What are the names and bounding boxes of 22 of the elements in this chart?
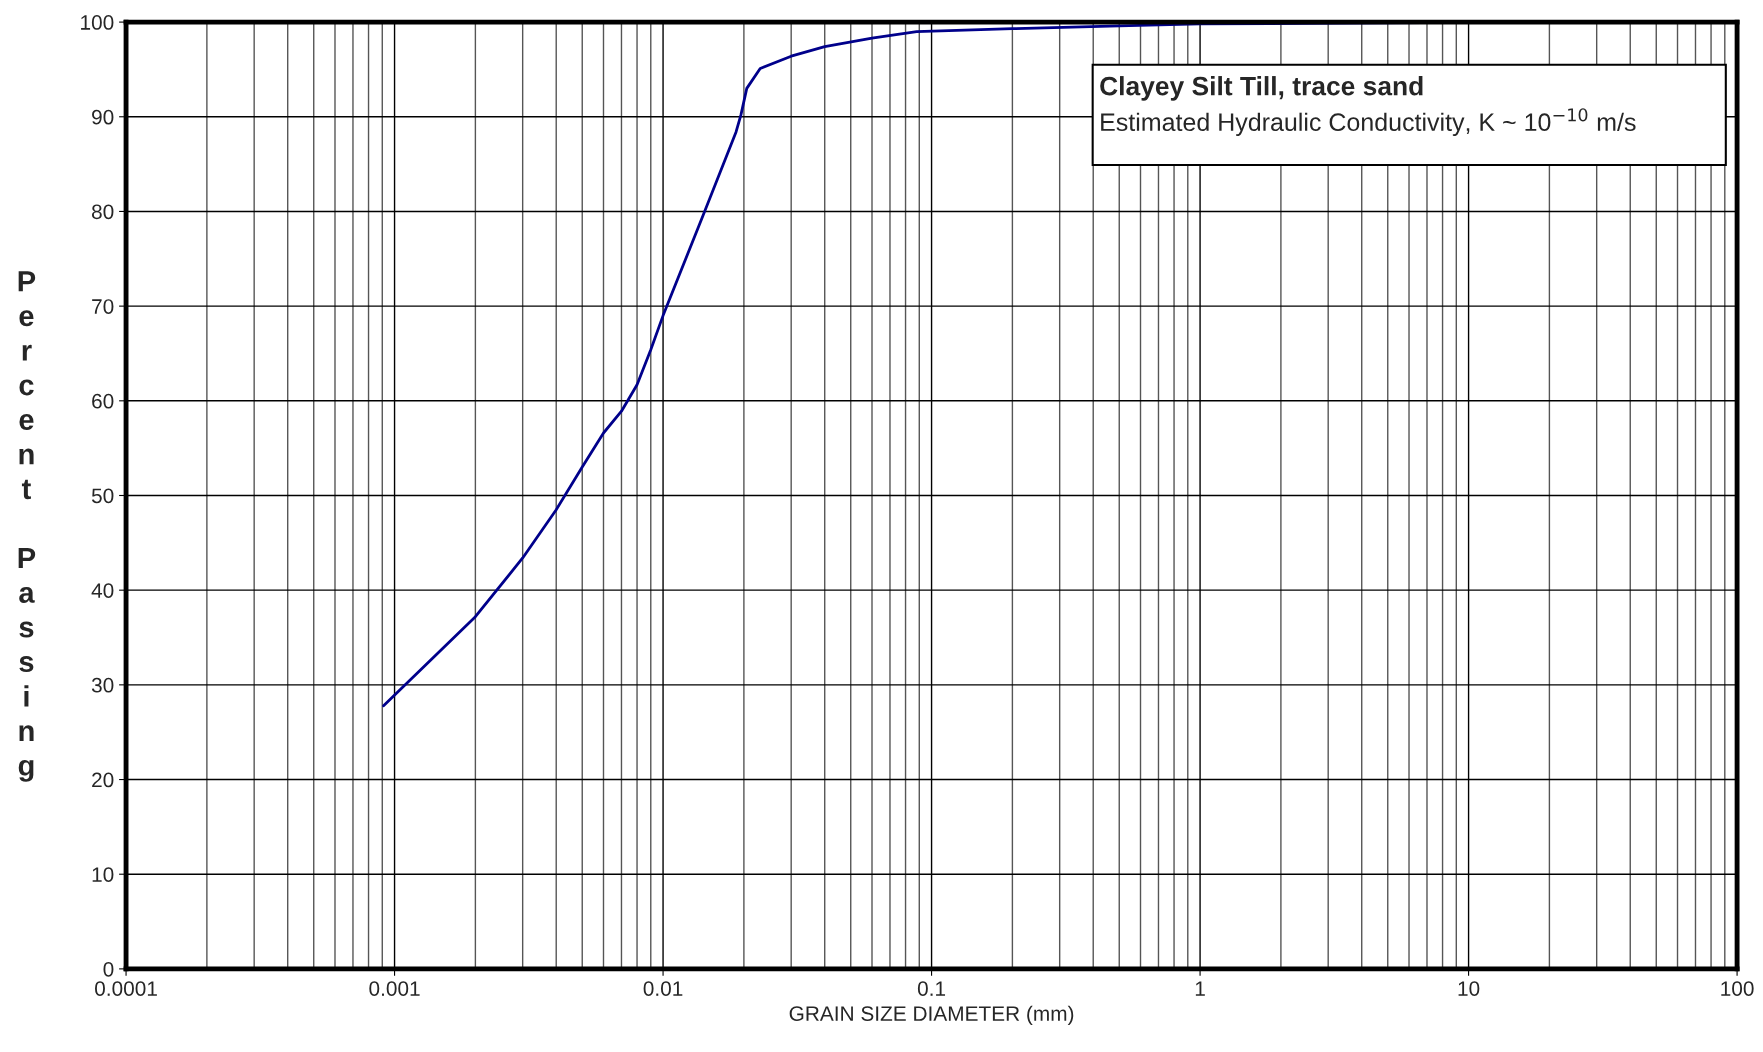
y-tick-label: 90 [92,109,114,125]
x-tick-label: 10 [1458,981,1480,996]
y-tick-label: 60 [92,393,114,409]
x-tick-label: 0.001 [369,981,420,996]
y-tick-label: 100 [81,15,114,30]
y-tick-label: 50 [91,488,114,504]
y-tick-label: 70 [92,299,114,314]
y-tick-label: 20 [92,772,114,788]
y-tick-label: 30 [91,677,114,693]
y-tick-label: 40 [91,583,114,598]
x-tick-label: 1 [1195,981,1205,996]
x-tick-label: 0.01 [643,981,683,996]
x-axis-title: GRAIN SIZE DIAMETER (mm) [789,1005,1074,1026]
y-tick-label: 80 [91,204,114,220]
x-tick-label: 0.0001 [95,981,157,996]
annotation: Estimated Hydraulic Conductivity, K ~ 10$^{−10}$ m/s [1101,108,1636,136]
x-tick-label: 0.1 [917,981,946,996]
y-tick-label: 0 [103,961,114,977]
y-tick-label: 10 [92,867,114,882]
annotation: Clayey Silt Till, trace sand [1100,76,1423,101]
text: Percent Passing [18,271,36,782]
x-tick-label: 100 [1721,981,1754,996]
